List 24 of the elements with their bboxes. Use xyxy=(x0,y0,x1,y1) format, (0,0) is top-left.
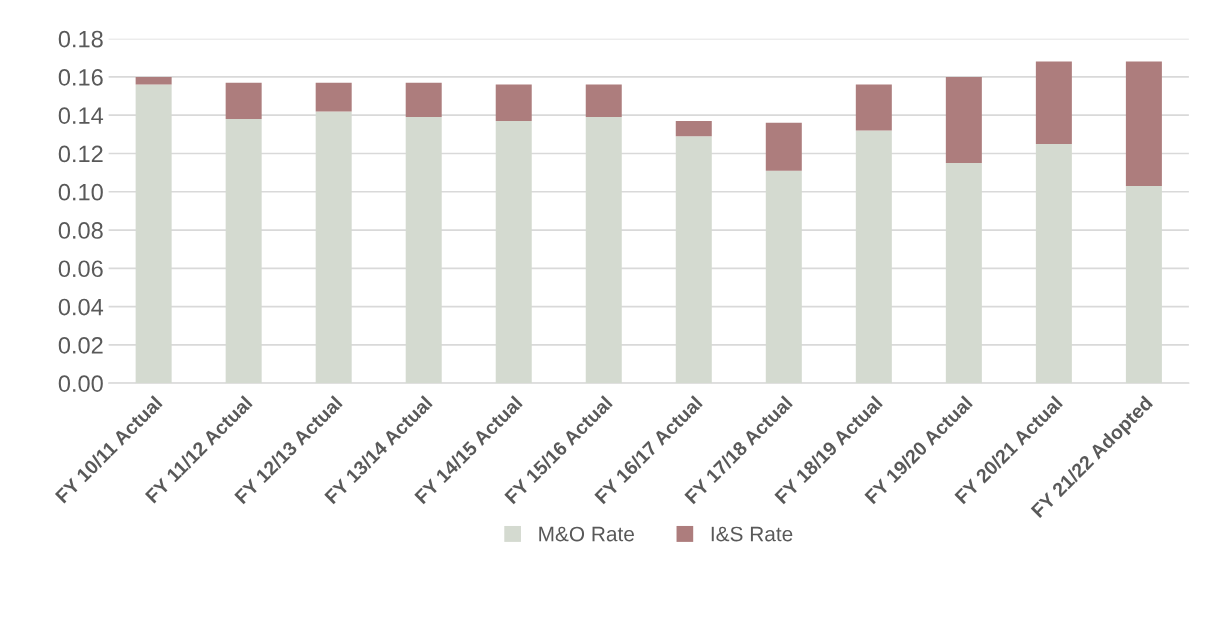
bar xyxy=(765,122,802,171)
y-tick-label: 0.02 xyxy=(58,336,103,354)
bar xyxy=(1125,61,1162,187)
bar xyxy=(855,84,892,131)
bar xyxy=(585,84,622,118)
y-tick-label: 0.10 xyxy=(58,183,103,201)
bar xyxy=(675,120,712,137)
bar xyxy=(405,82,442,118)
y-tick-label: 0.08 xyxy=(58,222,103,239)
bar xyxy=(225,82,262,120)
legend-label: I&S Rate xyxy=(711,526,793,542)
bar xyxy=(135,76,172,85)
bar xyxy=(315,82,352,112)
y-tick-label: 0.00 xyxy=(58,375,103,392)
y-tick-label: 0.18 xyxy=(58,30,103,48)
y-tick-label: 0.16 xyxy=(58,68,103,86)
bar xyxy=(495,84,532,121)
bar xyxy=(945,76,982,164)
y-tick-label: 0.04 xyxy=(58,298,104,316)
y-tick-label: 0.12 xyxy=(58,145,103,163)
y-tick-label: 0.06 xyxy=(58,260,103,278)
bar xyxy=(1035,61,1072,144)
legend-label: M&O Rate xyxy=(539,526,634,542)
y-tick-label: 0.14 xyxy=(58,107,104,124)
